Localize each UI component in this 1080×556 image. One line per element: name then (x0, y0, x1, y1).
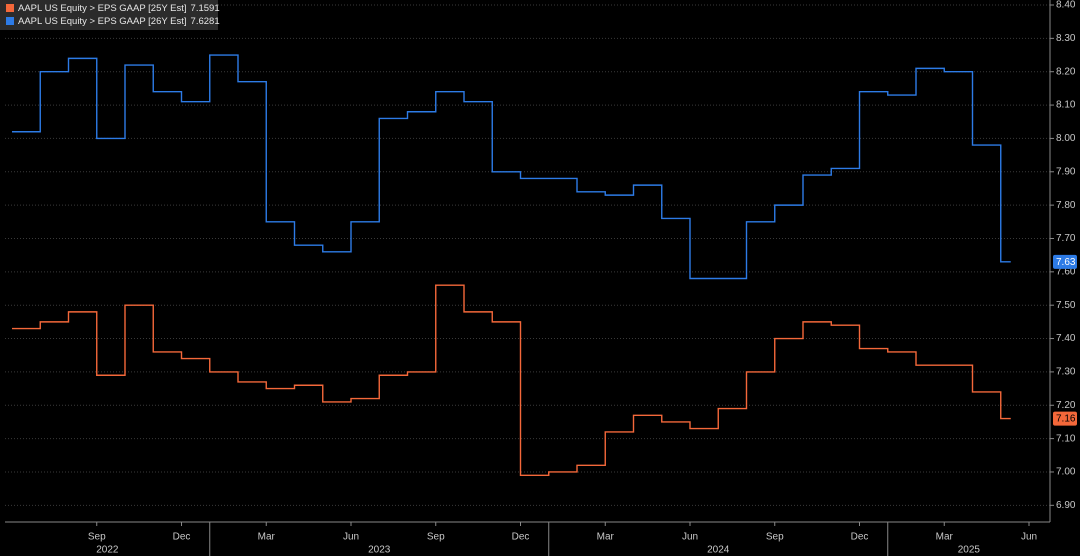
y-tick-label: 6.90 (1056, 500, 1076, 511)
y-tick-label: 8.00 (1056, 133, 1076, 144)
end-tag-label: 7.16 (1056, 414, 1076, 425)
x-tick-label: Jun (343, 532, 359, 543)
y-tick-label: 8.10 (1056, 100, 1076, 111)
y-tick-label: 7.00 (1056, 467, 1076, 478)
x-tick-label: Mar (597, 532, 615, 543)
series-line (12, 284, 1011, 477)
y-tick-label: 7.10 (1056, 433, 1076, 444)
x-tick-label: Dec (851, 532, 869, 543)
x-tick-label: Jun (682, 532, 698, 543)
y-tick-label: 7.30 (1056, 367, 1076, 378)
y-tick-label: 7.80 (1056, 200, 1076, 211)
x-tick-label: Sep (766, 532, 784, 543)
y-tick-label: 7.40 (1056, 333, 1076, 344)
x-tick-label: Jun (1021, 532, 1037, 543)
legend-label: AAPL US Equity > EPS GAAP [26Y Est] 7.628… (18, 16, 220, 27)
x-tick-label: Mar (258, 532, 276, 543)
year-label: 2023 (368, 545, 391, 556)
legend-swatch (6, 17, 14, 25)
end-tag (1053, 254, 1077, 269)
series-line (12, 54, 1011, 280)
legend-swatch (6, 4, 14, 12)
legend: AAPL US Equity > EPS GAAP [25Y Est] 7.159… (0, 0, 220, 30)
year-label: 2024 (707, 545, 730, 556)
legend-name: AAPL US Equity > EPS GAAP [25Y Est] (18, 3, 187, 14)
y-tick-label: 7.60 (1056, 266, 1076, 277)
y-tick-label: 7.50 (1056, 300, 1076, 311)
x-tick-label: Dec (173, 532, 191, 543)
y-tick-label: 7.70 (1056, 233, 1076, 244)
legend-last: 7.1591 (191, 3, 220, 14)
legend-box (0, 0, 218, 30)
y-tick-label: 8.20 (1056, 66, 1076, 77)
end-tag-label: 7.63 (1056, 257, 1076, 268)
y-tick-label: 8.40 (1056, 0, 1076, 11)
x-tick-label: Dec (512, 532, 530, 543)
year-label: 2022 (96, 545, 119, 556)
legend-name: AAPL US Equity > EPS GAAP [26Y Est] (18, 16, 187, 27)
x-tick-label: Sep (427, 532, 445, 543)
legend-last: 7.6281 (191, 16, 220, 27)
x-tick-label: Sep (88, 532, 106, 543)
y-tick-label: 8.30 (1056, 33, 1076, 44)
end-tag (1053, 411, 1077, 426)
y-tick-label: 7.90 (1056, 166, 1076, 177)
legend-label: AAPL US Equity > EPS GAAP [25Y Est] 7.159… (18, 3, 220, 14)
x-tick-label: Mar (936, 532, 954, 543)
y-tick-label: 7.20 (1056, 400, 1076, 411)
year-label: 2025 (958, 545, 981, 556)
